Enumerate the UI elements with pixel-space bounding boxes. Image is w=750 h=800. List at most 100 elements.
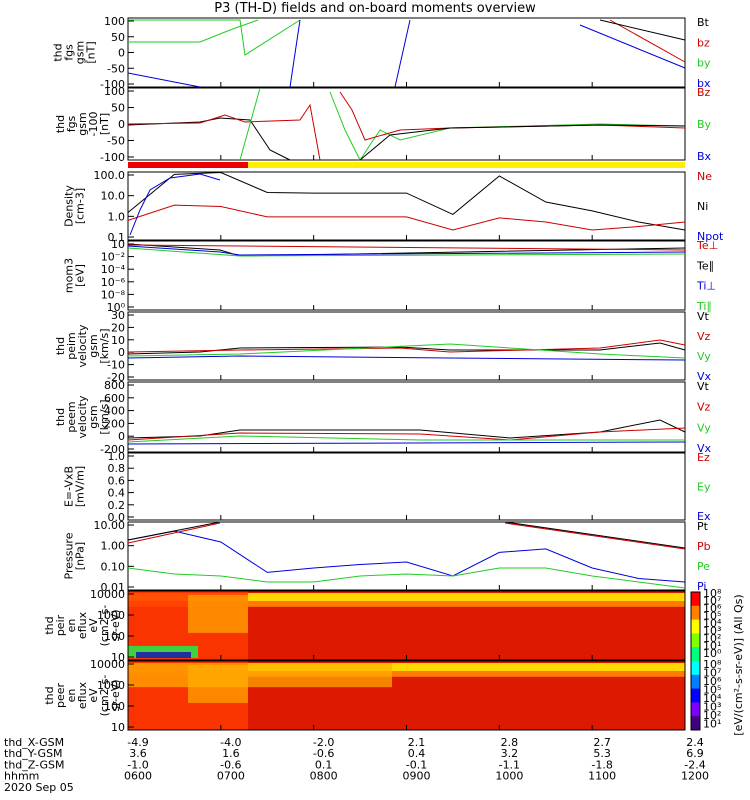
ytick-label-efield: 0.2 — [108, 499, 126, 512]
trace-fgs2-by — [239, 87, 686, 161]
ytick-label-fgs: 50 — [111, 31, 125, 44]
colorbar-segment — [691, 592, 700, 607]
xaxis-row-value: 0700 — [217, 770, 245, 783]
xaxis-row-value: -2.4 — [684, 758, 705, 771]
ytick-label-pressure: 10.00 — [94, 519, 126, 532]
ylabel-peem: peem — [65, 401, 78, 432]
legend-efield-Ez: Ez — [697, 451, 710, 464]
mode-bar-yellow — [248, 162, 685, 168]
series-Ne — [127, 204, 686, 231]
colorbar-segment — [691, 605, 700, 621]
ylabel-peem: [km/s] — [98, 399, 111, 434]
ytick-label-fgs: 100 — [104, 15, 125, 28]
ytick-label-peim: -10 — [107, 359, 125, 372]
ytick-label-pressure: 1.00 — [101, 540, 126, 553]
ytick-label-peir: 10000 — [90, 588, 125, 601]
peer-spectrogram — [128, 661, 685, 730]
ylabel-peer: eV — [87, 688, 100, 703]
xaxis-row-label: thd_X-GSM — [4, 736, 64, 749]
trace-fgs-bx-late — [579, 24, 686, 69]
colorbar-segment — [691, 716, 700, 731]
ylabel-peer: peer — [54, 683, 67, 709]
xaxis-row-label: thd_Y-GSM — [4, 747, 63, 760]
trace-pressure-pt — [127, 521, 686, 549]
legend-peim-Vy: Vy — [697, 350, 711, 363]
ytick-label-temp: 10 — [111, 238, 125, 251]
ytick-label-peem: 400 — [104, 405, 125, 418]
xaxis-row-value: -4.0 — [220, 736, 241, 749]
spectrogram-mid-band — [128, 663, 392, 688]
xaxis-row-label: hhmm — [4, 770, 39, 783]
panel-frame-efield — [127, 452, 686, 521]
trace-peem-vz — [127, 427, 686, 441]
legend-density-Npot: Npot — [697, 230, 724, 243]
ytick-label-peir: 10 — [111, 651, 125, 664]
ytick-label-fgs_hi: 0 — [118, 118, 125, 131]
trace-fgs-bx-spikes — [289, 19, 411, 88]
xaxis-row-value: 3.6 — [129, 747, 147, 760]
legend-pressure-Pb: Pb — [697, 540, 711, 553]
legend-fgs-Bt: Bt — [697, 16, 710, 29]
spectrogram-band-yellow — [128, 593, 685, 602]
xaxis-row-value: -1.8 — [591, 758, 612, 771]
colorbar-tick-top: 10¹ — [703, 640, 721, 653]
chart-title: P3 (TH-D) fields and on-board moments ov… — [214, 1, 536, 16]
ytick-label-efield: 0.8 — [108, 462, 126, 475]
ylabel-peim: gsm — [87, 334, 100, 357]
ytick-label-peir: 100 — [104, 630, 125, 643]
ylabel-peem: gsm — [87, 405, 100, 428]
series-Pi — [127, 530, 686, 583]
series-Ni — [127, 171, 686, 231]
ytick-label-peim: 30 — [111, 309, 125, 322]
legend-peem-Vy: Vy — [697, 421, 711, 434]
ylabel-peer: sr-eV) — [109, 679, 122, 711]
ytick-label-peem: 200 — [104, 417, 125, 430]
xaxis-row-value: 1000 — [495, 770, 523, 783]
ytick-label-peer: 10 — [111, 721, 125, 734]
ytick-label-peer: 10000 — [90, 658, 125, 671]
ylabel-efield: [mV/m] — [74, 466, 87, 507]
ylabel-peer: eflux — [76, 681, 89, 709]
legend-pressure-Pi: Pi — [697, 580, 706, 593]
ylabel-peim: [km/s] — [98, 328, 111, 363]
ytick-label-fgs_hi: 100 — [104, 85, 125, 98]
trace-temp-ti-par — [127, 247, 686, 257]
ylabel-temp: mom3 — [63, 258, 76, 293]
xaxis-row-value: -1.0 — [127, 758, 148, 771]
colorbar-tick-bottom: 10⁴ — [703, 692, 722, 705]
colorbar-tick-top: 10⁰ — [703, 647, 722, 660]
spectrogram-band-orange — [128, 671, 685, 677]
xaxis-row-value: 2.1 — [408, 736, 426, 749]
ytick-label-efield: 0.0 — [108, 511, 126, 524]
xaxis-row-value: 3.2 — [501, 747, 519, 760]
legend-peim-Vz: Vz — [697, 330, 711, 343]
ytick-label-peer: 100 — [104, 700, 125, 713]
xaxis-row-value: -0.6 — [220, 758, 241, 771]
legend-fgs_hi-Bz: Bz — [697, 86, 711, 99]
trace-pressure-pb — [127, 522, 686, 550]
trace-fgs-bx — [127, 72, 201, 88]
ylabel-peer: thd — [43, 686, 56, 704]
colorbar-tick-bottom: 10¹ — [703, 718, 721, 731]
legend-fgs-bx: bx — [697, 77, 711, 90]
colorbar-tick-bottom: 10³ — [703, 701, 721, 714]
ylabel-peim: peim — [65, 332, 78, 360]
ylabel-peir: thd — [43, 616, 56, 634]
xaxis-row-value: 0.1 — [315, 758, 333, 771]
colorbar-tick-top: 10³ — [703, 625, 721, 638]
colorbar-tick-top: 10⁴ — [703, 617, 722, 630]
ylabel-fgs_hi: gsm — [76, 112, 89, 135]
ytick-label-temp: 10⁻⁶ — [101, 276, 126, 289]
trace-fgs-by-2 — [128, 19, 259, 43]
ylabel-peir: eflux — [76, 611, 89, 639]
ytick-label-fgs: -100 — [100, 78, 125, 91]
ylabel-peim: thd — [54, 337, 67, 355]
ylabel-peir: sr-eV) — [109, 609, 122, 641]
trace-peim-vy — [127, 343, 686, 359]
xaxis-date: 2020 Sep 05 — [4, 781, 74, 794]
xaxis-row-value: -0.6 — [313, 747, 334, 760]
ylabel-fgs_hi: thd — [54, 115, 67, 133]
xaxis-row-value: 0.4 — [408, 747, 426, 760]
ytick-label-peir: 1000 — [97, 609, 125, 622]
